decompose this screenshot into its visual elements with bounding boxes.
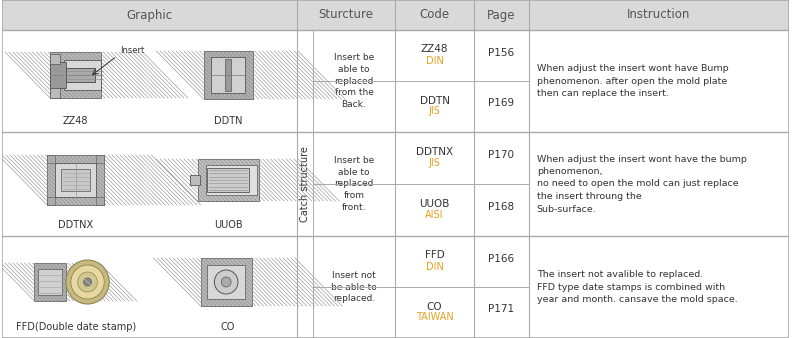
Text: Insert not
be able to
replaced.: Insert not be able to replaced. — [331, 271, 377, 303]
Bar — [198, 159, 258, 201]
Text: UUOB: UUOB — [419, 199, 450, 209]
Bar — [211, 57, 245, 93]
Bar — [66, 68, 95, 82]
Circle shape — [222, 277, 231, 287]
Text: When adjust the insert wont have the bump
phenomenon,
no need to open the mold c: When adjust the insert wont have the bum… — [537, 154, 746, 214]
Bar — [47, 155, 104, 205]
Bar — [203, 51, 253, 99]
Text: P170: P170 — [489, 150, 514, 160]
Text: The insert not avalible to replaced.
FFD type date stamps is combined with
year : The insert not avalible to replaced. FFD… — [537, 270, 738, 304]
Bar — [55, 163, 96, 197]
Text: CO: CO — [426, 301, 442, 312]
Text: Insert be
able to
replaced
from the
Back.: Insert be able to replaced from the Back… — [334, 53, 374, 109]
Bar — [47, 197, 55, 205]
Text: Catch structure: Catch structure — [300, 146, 310, 222]
Circle shape — [214, 270, 238, 294]
Text: DDTN: DDTN — [214, 116, 242, 126]
Bar — [47, 155, 55, 163]
Bar — [2, 0, 789, 30]
Text: Page: Page — [487, 8, 516, 22]
Bar — [207, 168, 249, 192]
Text: JIS: JIS — [429, 106, 441, 117]
Bar — [50, 54, 60, 64]
Bar — [96, 197, 104, 205]
Text: FFD: FFD — [425, 250, 445, 261]
Bar — [38, 269, 62, 295]
Bar — [50, 62, 66, 88]
Text: P171: P171 — [488, 305, 514, 314]
Text: DDTNX: DDTNX — [58, 220, 94, 230]
Text: P166: P166 — [488, 254, 514, 264]
Text: Instruction: Instruction — [627, 8, 690, 22]
Bar — [201, 258, 252, 306]
Text: CO: CO — [221, 322, 235, 332]
Bar — [50, 88, 60, 98]
Circle shape — [78, 272, 98, 292]
Text: ZZ48: ZZ48 — [421, 45, 448, 54]
Text: Graphic: Graphic — [126, 8, 173, 22]
Bar — [61, 169, 90, 191]
Text: Sturcture: Sturcture — [318, 8, 374, 22]
Bar — [206, 165, 257, 195]
Text: Insert: Insert — [120, 46, 144, 55]
Text: DIN: DIN — [426, 55, 443, 66]
Text: TAIWAN: TAIWAN — [416, 313, 454, 322]
Circle shape — [84, 278, 91, 286]
Bar — [190, 175, 200, 185]
Text: When adjust the insert wont have Bump
phenomenon. after open the mold plate
then: When adjust the insert wont have Bump ph… — [537, 64, 729, 98]
Text: DDTN: DDTN — [419, 96, 450, 105]
Text: P168: P168 — [488, 202, 514, 212]
Text: UUOB: UUOB — [214, 220, 242, 230]
Text: ZZ48: ZZ48 — [63, 116, 89, 126]
Bar — [207, 265, 245, 299]
Text: JIS: JIS — [429, 158, 441, 168]
Bar — [96, 155, 104, 163]
Circle shape — [66, 260, 109, 304]
Bar — [50, 52, 102, 98]
Bar — [34, 263, 66, 301]
Text: P156: P156 — [488, 48, 514, 57]
Text: Code: Code — [419, 8, 450, 22]
Bar — [225, 59, 231, 91]
Text: FFD(Double date stamp): FFD(Double date stamp) — [16, 322, 136, 332]
Text: P169: P169 — [488, 98, 514, 108]
Text: DIN: DIN — [426, 262, 443, 271]
Text: AISI: AISI — [426, 210, 444, 220]
Text: DDTNX: DDTNX — [416, 147, 453, 157]
Text: Insert be
able to
replaced
from
front.: Insert be able to replaced from front. — [334, 156, 374, 212]
Bar — [64, 60, 102, 90]
Circle shape — [71, 265, 104, 299]
